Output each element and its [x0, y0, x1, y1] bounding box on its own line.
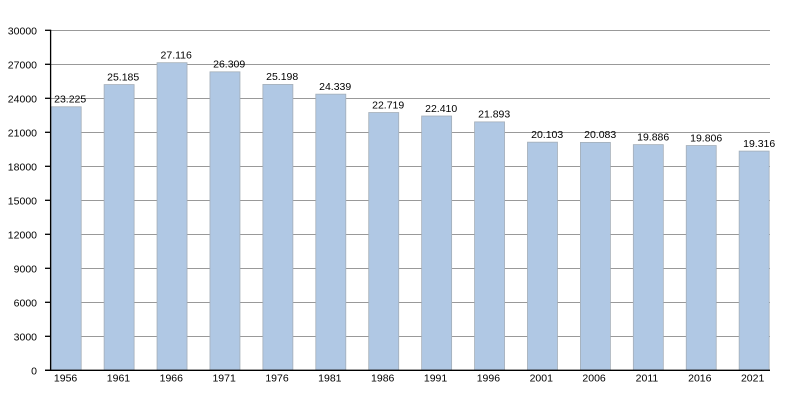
svg-text:1996: 1996: [477, 373, 501, 385]
svg-text:23.225: 23.225: [54, 94, 86, 106]
svg-text:1981: 1981: [318, 373, 342, 385]
svg-text:2016: 2016: [688, 373, 712, 385]
svg-text:1991: 1991: [424, 373, 448, 385]
svg-text:20.103: 20.103: [531, 129, 563, 141]
svg-text:2006: 2006: [582, 373, 606, 385]
svg-text:6000: 6000: [14, 298, 38, 310]
svg-text:22.410: 22.410: [425, 103, 457, 115]
svg-text:9000: 9000: [14, 264, 38, 276]
svg-text:1961: 1961: [107, 373, 131, 385]
svg-text:15000: 15000: [8, 196, 37, 208]
svg-text:19.806: 19.806: [690, 132, 722, 144]
svg-text:1976: 1976: [265, 373, 289, 385]
svg-text:19.886: 19.886: [637, 131, 669, 143]
svg-text:1971: 1971: [212, 373, 236, 385]
svg-text:1956: 1956: [54, 373, 78, 385]
svg-text:27000: 27000: [8, 60, 37, 72]
svg-text:25.185: 25.185: [107, 71, 139, 83]
svg-text:24000: 24000: [8, 94, 37, 106]
svg-text:2001: 2001: [530, 373, 554, 385]
svg-text:26.309: 26.309: [213, 59, 245, 71]
svg-text:27.116: 27.116: [161, 49, 192, 61]
svg-text:30000: 30000: [8, 26, 37, 38]
svg-text:22.719: 22.719: [372, 99, 404, 111]
svg-text:19.316: 19.316: [743, 138, 775, 150]
svg-text:18000: 18000: [8, 162, 37, 174]
svg-text:1986: 1986: [371, 373, 395, 385]
svg-text:12000: 12000: [8, 230, 37, 242]
svg-text:0: 0: [31, 366, 37, 378]
svg-text:2011: 2011: [636, 373, 659, 385]
svg-text:20.083: 20.083: [584, 129, 616, 141]
svg-text:3000: 3000: [14, 332, 38, 344]
svg-text:1966: 1966: [160, 373, 184, 385]
svg-text:21.893: 21.893: [478, 109, 510, 121]
svg-text:21000: 21000: [8, 128, 37, 140]
svg-text:24.339: 24.339: [319, 81, 351, 93]
svg-text:2021: 2021: [741, 373, 765, 385]
svg-text:25.198: 25.198: [266, 71, 298, 83]
